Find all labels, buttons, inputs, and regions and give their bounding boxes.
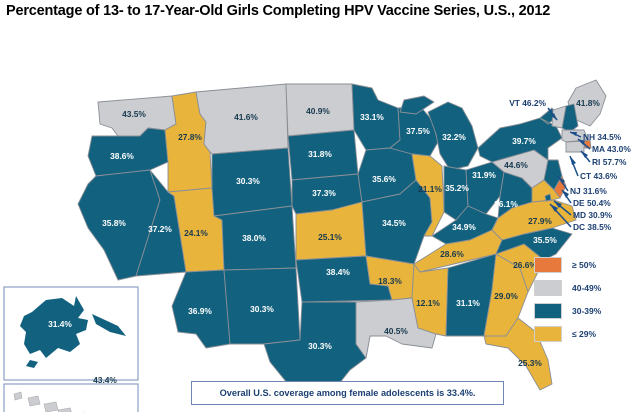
label-OH: 31.9% bbox=[472, 170, 496, 180]
label-MO: 34.5% bbox=[382, 218, 406, 228]
callout-MA: MA 43.0% bbox=[592, 144, 631, 154]
arrow-CT bbox=[570, 156, 576, 165]
label-GA: 29.0% bbox=[494, 291, 518, 301]
arrow-MA bbox=[578, 139, 585, 145]
label-PA: 44.6% bbox=[504, 160, 528, 170]
callout-VT: VT 46.2% bbox=[509, 98, 546, 108]
legend-item-le29[interactable]: ≤ 29% bbox=[534, 324, 601, 344]
label-VA: 27.9% bbox=[528, 216, 552, 226]
label-NC: 35.5% bbox=[533, 235, 557, 245]
callout-MD: MD 30.9% bbox=[573, 210, 613, 220]
label-AL: 31.1% bbox=[456, 298, 480, 308]
state-VT[interactable] bbox=[551, 105, 567, 129]
arrow-MD bbox=[554, 201, 562, 208]
legend-label-le29: ≤ 29% bbox=[572, 329, 597, 339]
label-WV: 36.1% bbox=[494, 199, 518, 209]
label-OK: 38.4% bbox=[326, 267, 350, 277]
label-NE: 37.3% bbox=[312, 188, 336, 198]
legend-swatch-40-49 bbox=[534, 280, 562, 296]
label-MS: 12.1% bbox=[416, 298, 440, 308]
label-TX: 30.3% bbox=[308, 341, 332, 351]
footnote-text: Overall U.S. coverage among female adole… bbox=[219, 388, 476, 398]
state-CT[interactable] bbox=[565, 140, 585, 153]
callout-CT: CT 43.6% bbox=[580, 171, 618, 181]
label-WA: 43.5% bbox=[122, 109, 146, 119]
label-SC: 26.6% bbox=[513, 260, 537, 270]
hawaii-inset-box bbox=[3, 383, 139, 412]
us-choropleth-map: 43.5% 38.6% 35.8% 37.2% 27.8% 41.6% 30.3… bbox=[0, 44, 640, 412]
label-MT: 41.6% bbox=[234, 112, 258, 122]
legend: ≥ 50% 40-49% 30-39% ≤ 29% bbox=[534, 255, 601, 347]
label-KY: 34.9% bbox=[452, 222, 476, 232]
callout-DE: DE 50.4% bbox=[573, 198, 611, 208]
callout-DC: DC 38.5% bbox=[573, 222, 612, 232]
label-AZ: 36.9% bbox=[188, 306, 212, 316]
label-IN: 35.2% bbox=[445, 183, 469, 193]
label-NM: 30.3% bbox=[250, 304, 274, 314]
label-TN: 28.6% bbox=[440, 249, 464, 259]
label-UT: 24.1% bbox=[184, 228, 208, 238]
state-MD[interactable] bbox=[531, 179, 561, 203]
label-KS: 25.1% bbox=[318, 232, 342, 242]
label-NY: 39.7% bbox=[512, 136, 536, 146]
label-MN: 33.1% bbox=[360, 112, 384, 122]
label-OR: 38.6% bbox=[110, 151, 134, 161]
legend-label-ge50: ≥ 50% bbox=[572, 260, 597, 270]
arrow-DC bbox=[550, 204, 558, 212]
hawaii-islands[interactable] bbox=[13, 391, 118, 412]
legend-label-40-49: 40-49% bbox=[572, 283, 602, 293]
label-WY: 30.3% bbox=[236, 176, 260, 186]
label-NV: 37.2% bbox=[148, 224, 172, 234]
legend-swatch-ge50 bbox=[534, 257, 562, 273]
label-LA: 40.5% bbox=[384, 326, 408, 336]
footnote-box: Overall U.S. coverage among female adole… bbox=[191, 381, 504, 405]
label-IL: 21.1% bbox=[418, 184, 442, 194]
state-AK[interactable] bbox=[20, 296, 126, 368]
arrow-NH bbox=[570, 132, 577, 136]
label-IA: 35.6% bbox=[372, 174, 396, 184]
callout-NJ: NJ 31.6% bbox=[570, 186, 607, 196]
state-NY[interactable] bbox=[477, 107, 563, 163]
label-CA: 35.8% bbox=[102, 218, 126, 228]
legend-item-30-39[interactable]: 30-39% bbox=[534, 301, 601, 321]
legend-label-30-39: 30-39% bbox=[572, 306, 602, 316]
label-MI: 32.2% bbox=[442, 132, 466, 142]
label-CO: 38.0% bbox=[242, 233, 266, 243]
label-AK: 31.4% bbox=[48, 319, 72, 329]
state-IL[interactable] bbox=[411, 153, 445, 237]
callout-NH: NH 34.5% bbox=[583, 132, 622, 142]
page-title: Percentage of 13- to 17-Year-Old Girls C… bbox=[6, 3, 551, 19]
callout-RI: RI 57.7% bbox=[592, 157, 627, 167]
legend-swatch-30-39 bbox=[534, 303, 562, 319]
label-ME: 41.8% bbox=[576, 98, 600, 108]
arrow-DE bbox=[562, 190, 569, 198]
state-ME[interactable] bbox=[567, 79, 607, 127]
label-AR: 18.3% bbox=[378, 276, 402, 286]
legend-swatch-le29 bbox=[534, 326, 562, 342]
label-ND: 40.9% bbox=[306, 106, 330, 116]
state-MI[interactable] bbox=[399, 95, 479, 171]
legend-item-ge50[interactable]: ≥ 50% bbox=[534, 255, 601, 275]
label-FL: 25.3% bbox=[518, 358, 542, 368]
label-SD: 31.8% bbox=[308, 149, 332, 159]
label-WI: 37.5% bbox=[406, 126, 430, 136]
arrow-VT bbox=[551, 113, 557, 120]
state-DC[interactable] bbox=[544, 193, 552, 202]
label-ID: 27.8% bbox=[178, 132, 202, 142]
arrow-RI bbox=[581, 151, 588, 158]
legend-item-40-49[interactable]: 40-49% bbox=[534, 278, 601, 298]
label-HI: 43.4% bbox=[93, 375, 117, 385]
arrow-NJ bbox=[558, 176, 565, 184]
